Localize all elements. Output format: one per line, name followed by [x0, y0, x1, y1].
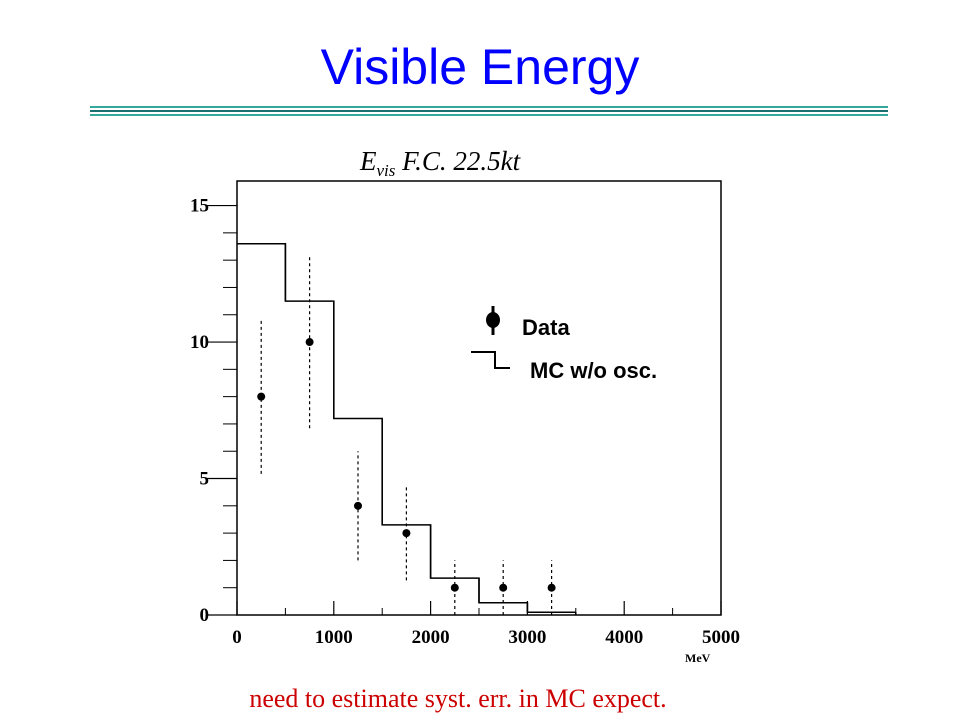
y-tick-label: 10	[190, 332, 209, 353]
divider-line	[90, 106, 888, 108]
x-tick-label: 4000	[605, 627, 643, 648]
y-tick-label: 15	[190, 196, 209, 217]
legend-data-marker	[486, 312, 500, 328]
data-point	[305, 338, 314, 347]
data-point	[354, 501, 362, 510]
y-tick-label: 0	[200, 605, 210, 626]
slide-title: Visible Energy	[320, 39, 640, 95]
chart-title-main: E	[359, 146, 377, 176]
legend: Data MC w/o osc.	[471, 306, 657, 383]
data-point	[547, 583, 556, 592]
divider-line	[90, 114, 888, 116]
chart-title: Evis F.C. 22.5kt	[359, 146, 522, 180]
x-tick-label: 0	[232, 627, 242, 648]
chart-title-rest: F.C. 22.5kt	[395, 146, 521, 176]
legend-label-data: Data	[522, 315, 570, 340]
legend-label-mc: MC w/o osc.	[530, 358, 657, 383]
chart-title-subscript: vis	[377, 161, 396, 180]
data-point	[499, 583, 508, 592]
data-point	[450, 583, 459, 592]
x-tick-label: 5000	[702, 627, 740, 648]
data-point	[402, 529, 411, 538]
y-tick-label: 5	[200, 469, 210, 490]
legend-mc-step	[471, 351, 510, 369]
data-point	[257, 392, 266, 401]
x-tick-label: 1000	[315, 627, 353, 648]
divider-line	[90, 110, 888, 112]
x-tick-label: 3000	[508, 627, 546, 648]
footer-note: need to estimate syst. err. in MC expect…	[249, 684, 667, 713]
title-divider	[90, 106, 888, 118]
x-axis-unit-label: MeV	[685, 651, 711, 665]
mc-histogram-line	[237, 243, 576, 614]
x-tick-label: 2000	[412, 627, 450, 648]
